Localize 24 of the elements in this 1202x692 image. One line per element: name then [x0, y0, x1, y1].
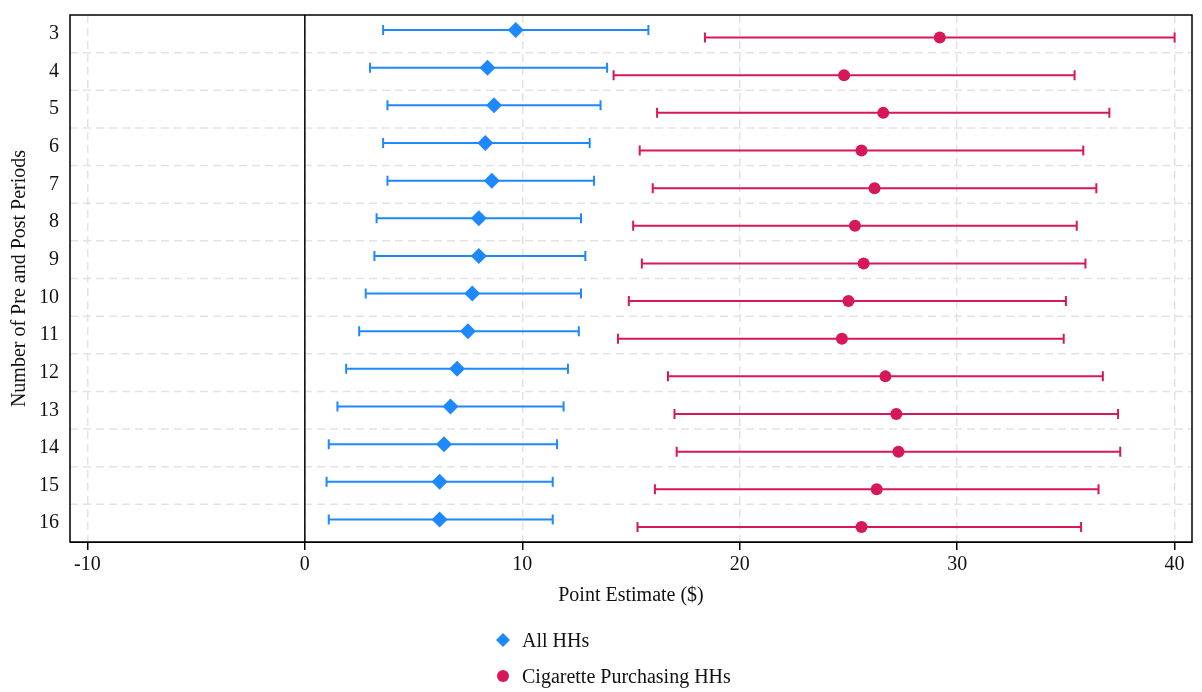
legend-label: All HHs: [522, 628, 590, 652]
y-tick-label: 15: [39, 472, 59, 495]
y-tick-label: 3: [49, 21, 59, 44]
y-tick-label: 6: [49, 134, 59, 156]
y-tick-label: 12: [39, 359, 59, 382]
y-tick-label: 7: [49, 171, 59, 194]
y-axis-title: Number of Pre and Post Periods: [7, 149, 30, 408]
legend-label: Cigarette Purchasing HHs: [522, 664, 731, 688]
y-tick-label: 13: [39, 397, 59, 420]
y-tick-label: 8: [49, 209, 59, 232]
y-tick-label: 16: [39, 510, 59, 533]
x-tick-label: 40: [1164, 552, 1185, 575]
x-tick-label: 20: [729, 552, 750, 575]
y-tick-label: 14: [39, 435, 59, 458]
y-tick-label: 10: [39, 284, 59, 307]
x-tick-label: 30: [947, 552, 968, 575]
x-axis-title: Point Estimate ($): [558, 583, 704, 607]
y-tick-label: 11: [39, 322, 59, 345]
y-tick-label: 9: [49, 246, 59, 269]
y-tick-label: 4: [49, 58, 59, 81]
x-tick-label: 0: [299, 552, 310, 575]
y-tick-label: 5: [49, 96, 59, 119]
x-tick-label: 10: [512, 552, 533, 575]
x-tick-label: -10: [74, 552, 101, 575]
